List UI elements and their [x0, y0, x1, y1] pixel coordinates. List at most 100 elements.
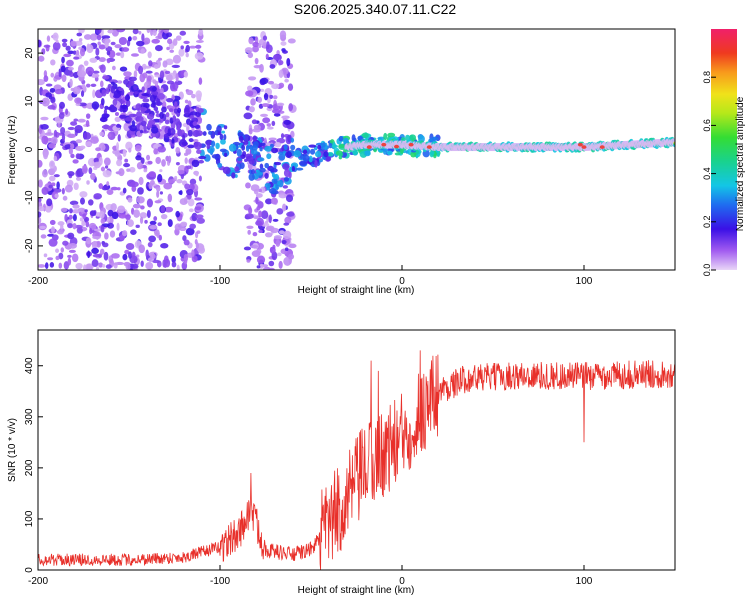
heatmap-cell [147, 160, 153, 165]
heatmap-cell [255, 249, 262, 255]
heatmap-cell [153, 216, 158, 222]
heatmap-cell [67, 223, 74, 229]
y-tick-label: 0 [24, 146, 35, 152]
heatmap-cell [309, 148, 316, 155]
heatmap-cell [287, 38, 296, 44]
heatmap-cell [58, 112, 65, 120]
heatmap-cell [74, 40, 83, 46]
heatmap-cell [166, 97, 174, 103]
heatmap-cell [286, 211, 295, 217]
heatmap-cell [191, 93, 196, 99]
heatmap-cell [215, 142, 220, 150]
heatmap-cell [195, 39, 204, 44]
heatmap-cell [162, 259, 166, 268]
heatmap-cell [59, 101, 65, 110]
heatmap-cell [158, 234, 163, 241]
heatmap-cell [182, 134, 186, 143]
x-tick-label: 0 [399, 576, 405, 587]
heatmap-cell [157, 174, 163, 183]
heatmap-cell [60, 126, 66, 135]
heatmap-cell [83, 264, 87, 270]
heatmap-cell [271, 178, 278, 184]
heatmap-cell [328, 142, 333, 149]
heatmap-cell [122, 149, 127, 158]
heatmap-cell [138, 244, 146, 254]
heatmap-cell [195, 90, 202, 99]
heatmap-cell [160, 87, 164, 95]
heatmap-cell [264, 162, 270, 169]
heatmap-cell [84, 209, 88, 213]
heatmap-cell [271, 147, 278, 154]
heatmap-cell [194, 197, 203, 201]
heatmap-cell [95, 29, 102, 35]
heatmap-cell [123, 162, 131, 168]
heatmap-cell [118, 36, 128, 46]
heatmap-cell [287, 83, 294, 91]
figure-title: S206.2025.340.07.11.C22 [294, 1, 457, 17]
heatmap-cell [44, 262, 49, 270]
heatmap-cell [107, 209, 114, 217]
heatmap-cell [159, 169, 163, 173]
heatmap-cell [159, 70, 165, 80]
heatmap-cell [132, 35, 138, 41]
heatmap-cell [163, 182, 173, 190]
heatmap-cell [276, 208, 284, 215]
heatmap-cell [40, 116, 49, 121]
heatmap-cell [76, 227, 83, 234]
heatmap-cell [156, 190, 160, 198]
heatmap-cell [196, 217, 205, 224]
heatmap-cell [188, 183, 195, 191]
heatmap-cell [198, 29, 204, 37]
heatmap-cell [134, 91, 138, 95]
heatmap-cell [81, 220, 86, 227]
heatmap-cell [278, 230, 285, 235]
heatmap-cell [185, 52, 189, 58]
heatmap-cell [302, 154, 310, 162]
heatmap-cell [91, 259, 99, 268]
heatmap-cell [273, 235, 283, 240]
snr-series-line [38, 350, 675, 570]
heatmap-cell [248, 173, 255, 181]
heatmap-cell [48, 160, 56, 169]
heatmap-cell [90, 172, 96, 180]
heatmap-cell [144, 219, 148, 224]
heatmap-cell [431, 137, 439, 141]
heatmap-cell [116, 80, 123, 84]
heatmap-cell [186, 89, 194, 96]
heatmap-cell [246, 225, 254, 230]
heatmap-cell [191, 249, 195, 257]
heatmap-cell [220, 138, 226, 145]
heatmap-cell [130, 229, 137, 235]
heatmap-cell [106, 50, 111, 56]
heatmap-cell [266, 126, 274, 130]
heatmap-cell [143, 65, 152, 69]
heatmap-cell [198, 155, 207, 160]
heatmap-cell [148, 171, 156, 178]
heatmap-cell [223, 125, 228, 130]
heatmap-cell [53, 174, 60, 178]
heatmap-cell [98, 262, 103, 268]
heatmap-cell [237, 157, 242, 162]
heatmap-cell [181, 141, 188, 146]
heatmap-cell [160, 243, 169, 249]
heatmap-cell [104, 165, 109, 169]
heatmap-cell [99, 211, 105, 219]
heatmap-cell [314, 159, 318, 168]
heatmap-cell [130, 53, 140, 57]
heatmap-cell [283, 168, 291, 178]
heatmap-cell [61, 74, 67, 83]
heatmap-cell [149, 220, 157, 225]
heatmap-cell [77, 118, 86, 123]
heatmap-cell [177, 107, 182, 114]
heatmap-cell [60, 247, 65, 253]
heatmap-cell [245, 182, 251, 189]
heatmap-cell [178, 48, 185, 57]
heatmap-cell [80, 90, 85, 97]
heatmap-cell [290, 137, 295, 143]
heatmap-cell [86, 44, 94, 54]
heatmap-cell [123, 79, 130, 85]
heatmap-cell [268, 187, 277, 194]
heatmap-cell [138, 65, 144, 75]
heatmap-cell [250, 149, 258, 155]
heatmap-cell [81, 165, 88, 174]
